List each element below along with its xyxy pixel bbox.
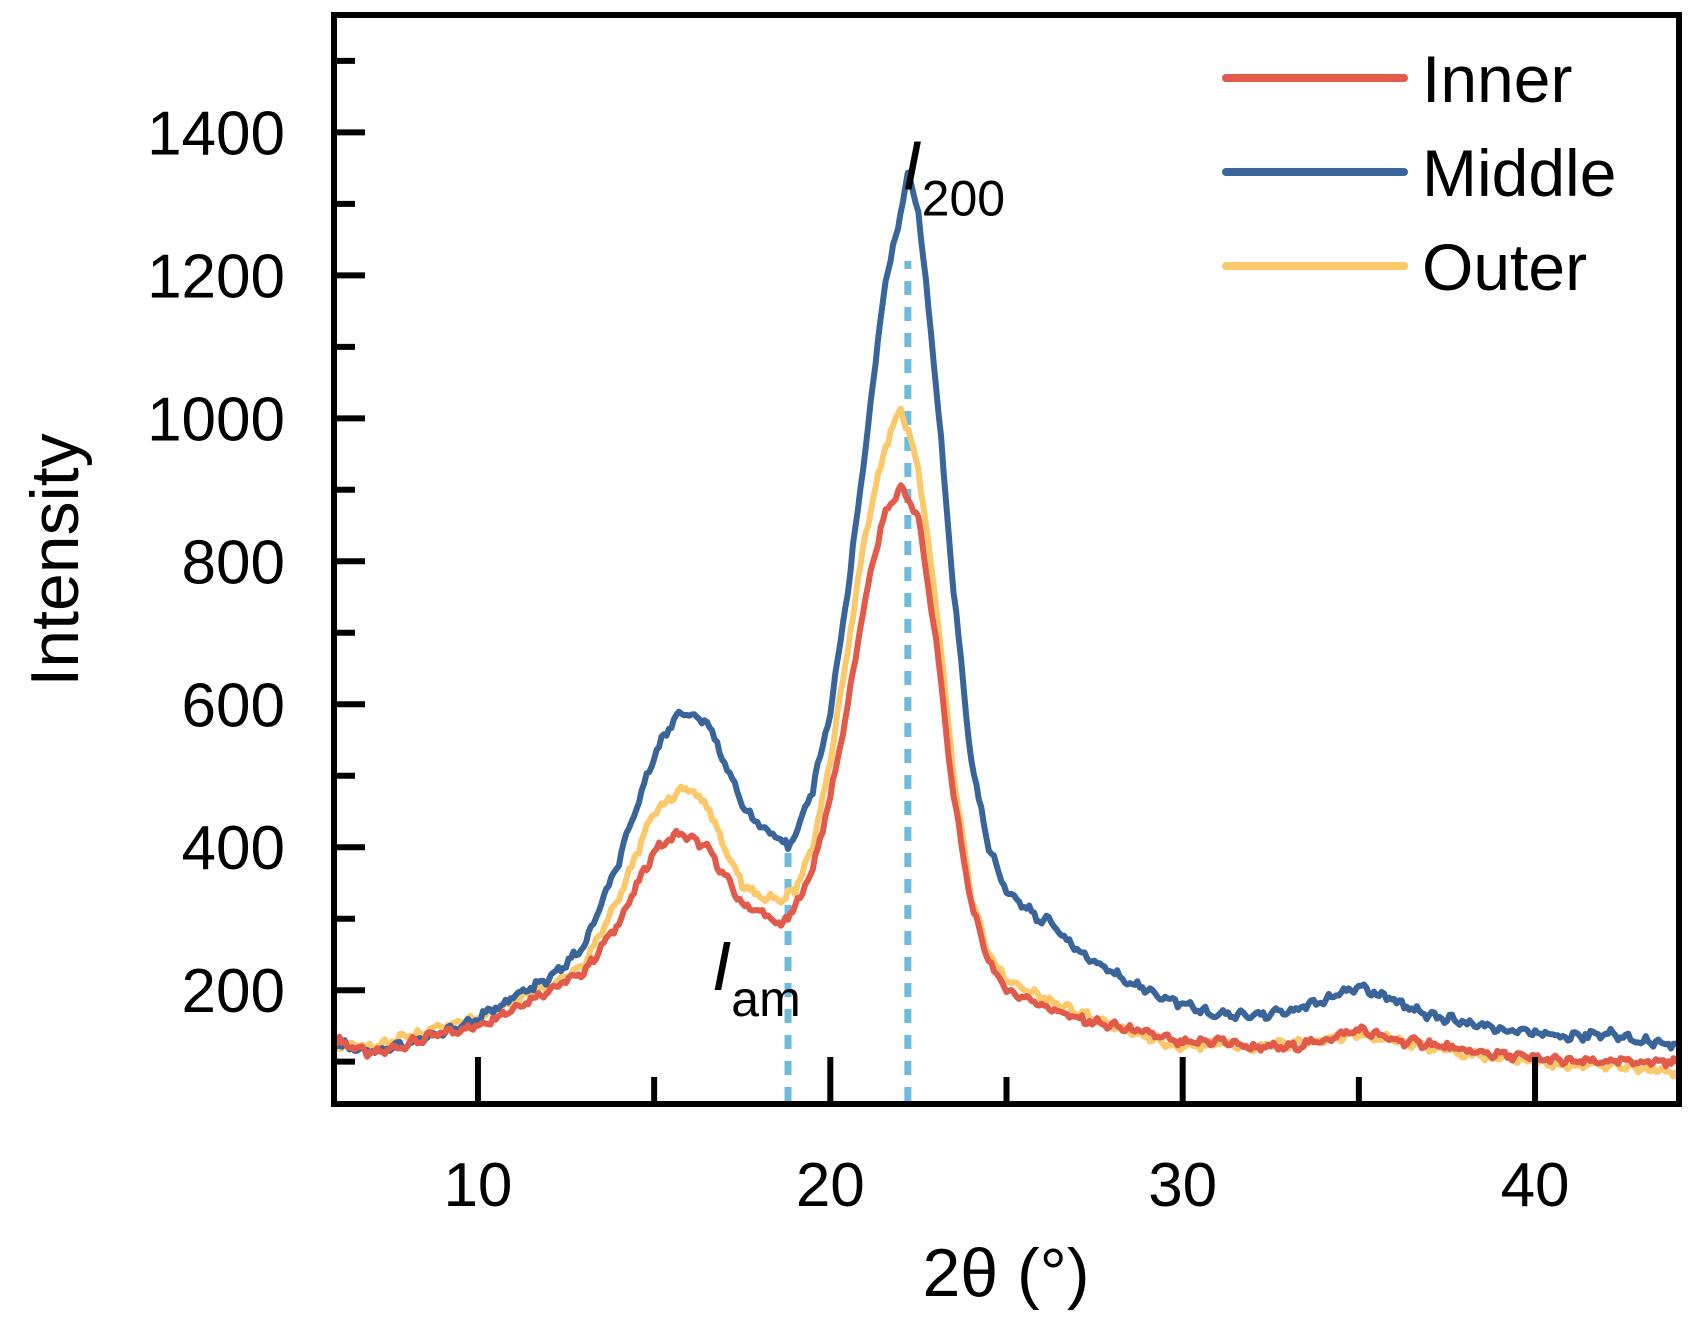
y-tick-label: 800 <box>182 528 285 597</box>
x-tick-label: 20 <box>796 1151 865 1220</box>
y-tick-label: 1400 <box>147 99 285 168</box>
series-line-middle <box>337 169 1676 1057</box>
legend-label: Middle <box>1422 136 1616 210</box>
y-tick-label: 200 <box>182 957 285 1026</box>
y-tick-label: 400 <box>182 814 285 883</box>
legend-label: Outer <box>1422 230 1587 304</box>
annotation-label-am: Iam <box>712 927 801 1027</box>
legend-item-middle: Middle <box>1222 136 1616 210</box>
legend-item-inner: Inner <box>1222 42 1572 116</box>
x-axis-title: 2θ (°) <box>922 1235 1089 1311</box>
y-tick-label: 1200 <box>147 242 285 311</box>
annotation-layer: I200 Iam <box>712 127 1005 1028</box>
legend-item-outer: Outer <box>1222 230 1587 304</box>
y-axis-title: Intensity <box>17 433 93 686</box>
series-layer <box>337 169 1676 1080</box>
y-tick-label: 600 <box>182 671 285 740</box>
annotation-label-200: I200 <box>902 127 1005 227</box>
axes-layer: 10 20 30 40 200 400 600 800 1000 1200 1400 <box>147 57 1570 1220</box>
x-tick-label: 40 <box>1501 1151 1570 1220</box>
legend: Inner Middle Outer <box>1222 42 1616 304</box>
reference-lines <box>784 261 912 1101</box>
plot-frame <box>331 12 1682 1107</box>
series-line-inner <box>337 482 1676 1070</box>
series-line-outer <box>337 405 1676 1080</box>
y-tick-label: 1000 <box>147 385 285 454</box>
x-tick-label: 10 <box>443 1151 512 1220</box>
x-tick-label: 30 <box>1148 1151 1217 1220</box>
legend-label: Inner <box>1422 42 1572 116</box>
